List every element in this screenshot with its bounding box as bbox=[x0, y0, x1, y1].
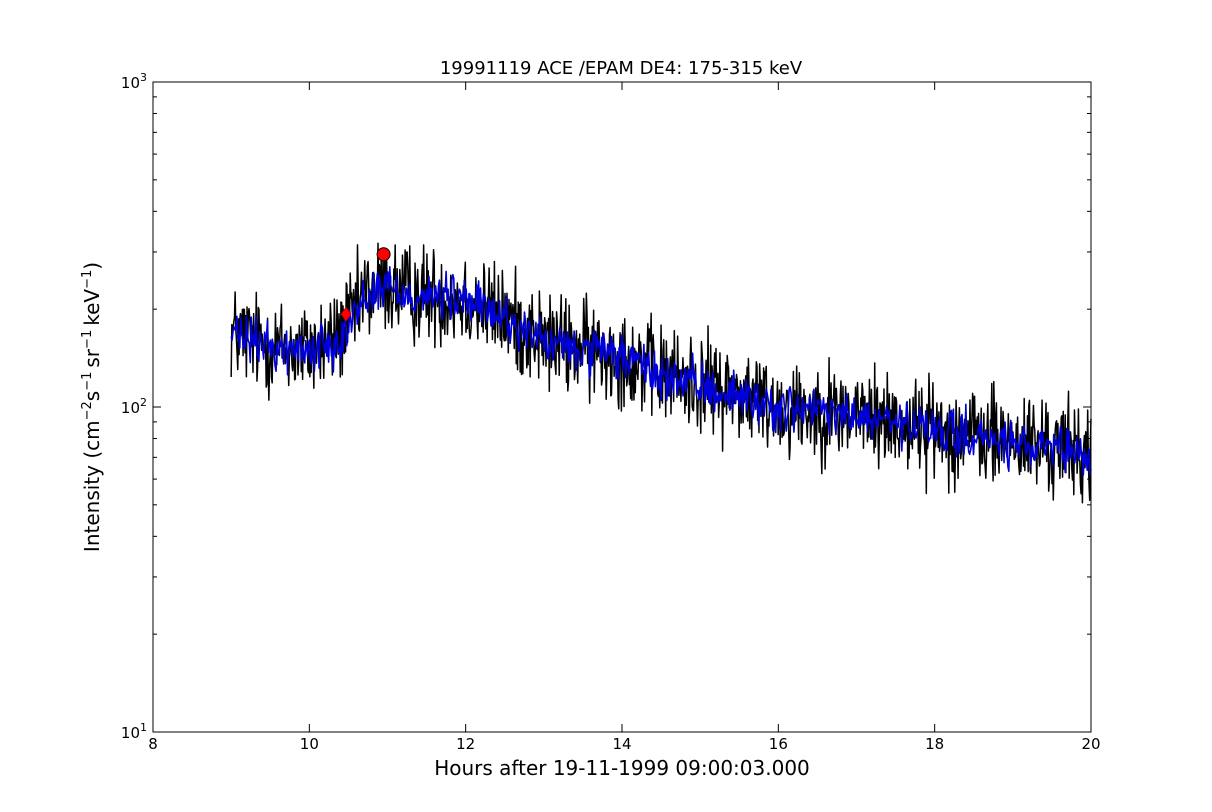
y-label-suffix: ) bbox=[80, 262, 104, 270]
y-label-sup3: −1 bbox=[80, 330, 95, 349]
x-tick-label: 18 bbox=[925, 735, 944, 753]
y-label-part2: s bbox=[80, 391, 104, 401]
y-label-sup4: −1 bbox=[80, 270, 95, 289]
y-tick-label: 102 bbox=[121, 396, 147, 417]
x-tick-label: 8 bbox=[148, 735, 158, 753]
series-smoothed-line bbox=[230, 265, 1092, 476]
x-axis-label: Hours after 19-11-1999 09:00:03.000 bbox=[434, 756, 810, 780]
x-tick-label: 14 bbox=[612, 735, 631, 753]
y-tick-label: 101 bbox=[121, 721, 147, 742]
x-tick-label: 16 bbox=[769, 735, 788, 753]
y-tick-labels: 101 102 103 bbox=[121, 71, 147, 742]
x-tick-label: 12 bbox=[456, 735, 475, 753]
x-tick-labels: 8 10 12 14 16 18 20 bbox=[148, 735, 1100, 753]
chart-title: 19991119 ACE /EPAM DE4: 175-315 keV bbox=[440, 58, 803, 79]
marker-circle bbox=[376, 247, 391, 262]
y-axis-label: Intensity (cm−2s−1sr−1keV−1) bbox=[80, 262, 104, 552]
x-tick-label: 10 bbox=[300, 735, 319, 753]
y-label-sup1: −2 bbox=[80, 401, 95, 420]
y-tick-label: 103 bbox=[121, 71, 147, 92]
y-label-sup2: −1 bbox=[80, 372, 95, 391]
y-label-part4: keV bbox=[80, 289, 104, 326]
y-label-part3: sr bbox=[80, 348, 104, 367]
series-layer bbox=[230, 242, 1092, 504]
marker-diamond bbox=[340, 306, 352, 322]
y-label-prefix: Intensity (cm bbox=[80, 420, 104, 552]
marker-layer bbox=[340, 247, 391, 322]
x-tick-label: 20 bbox=[1081, 735, 1100, 753]
tick-layer bbox=[152, 81, 1092, 733]
